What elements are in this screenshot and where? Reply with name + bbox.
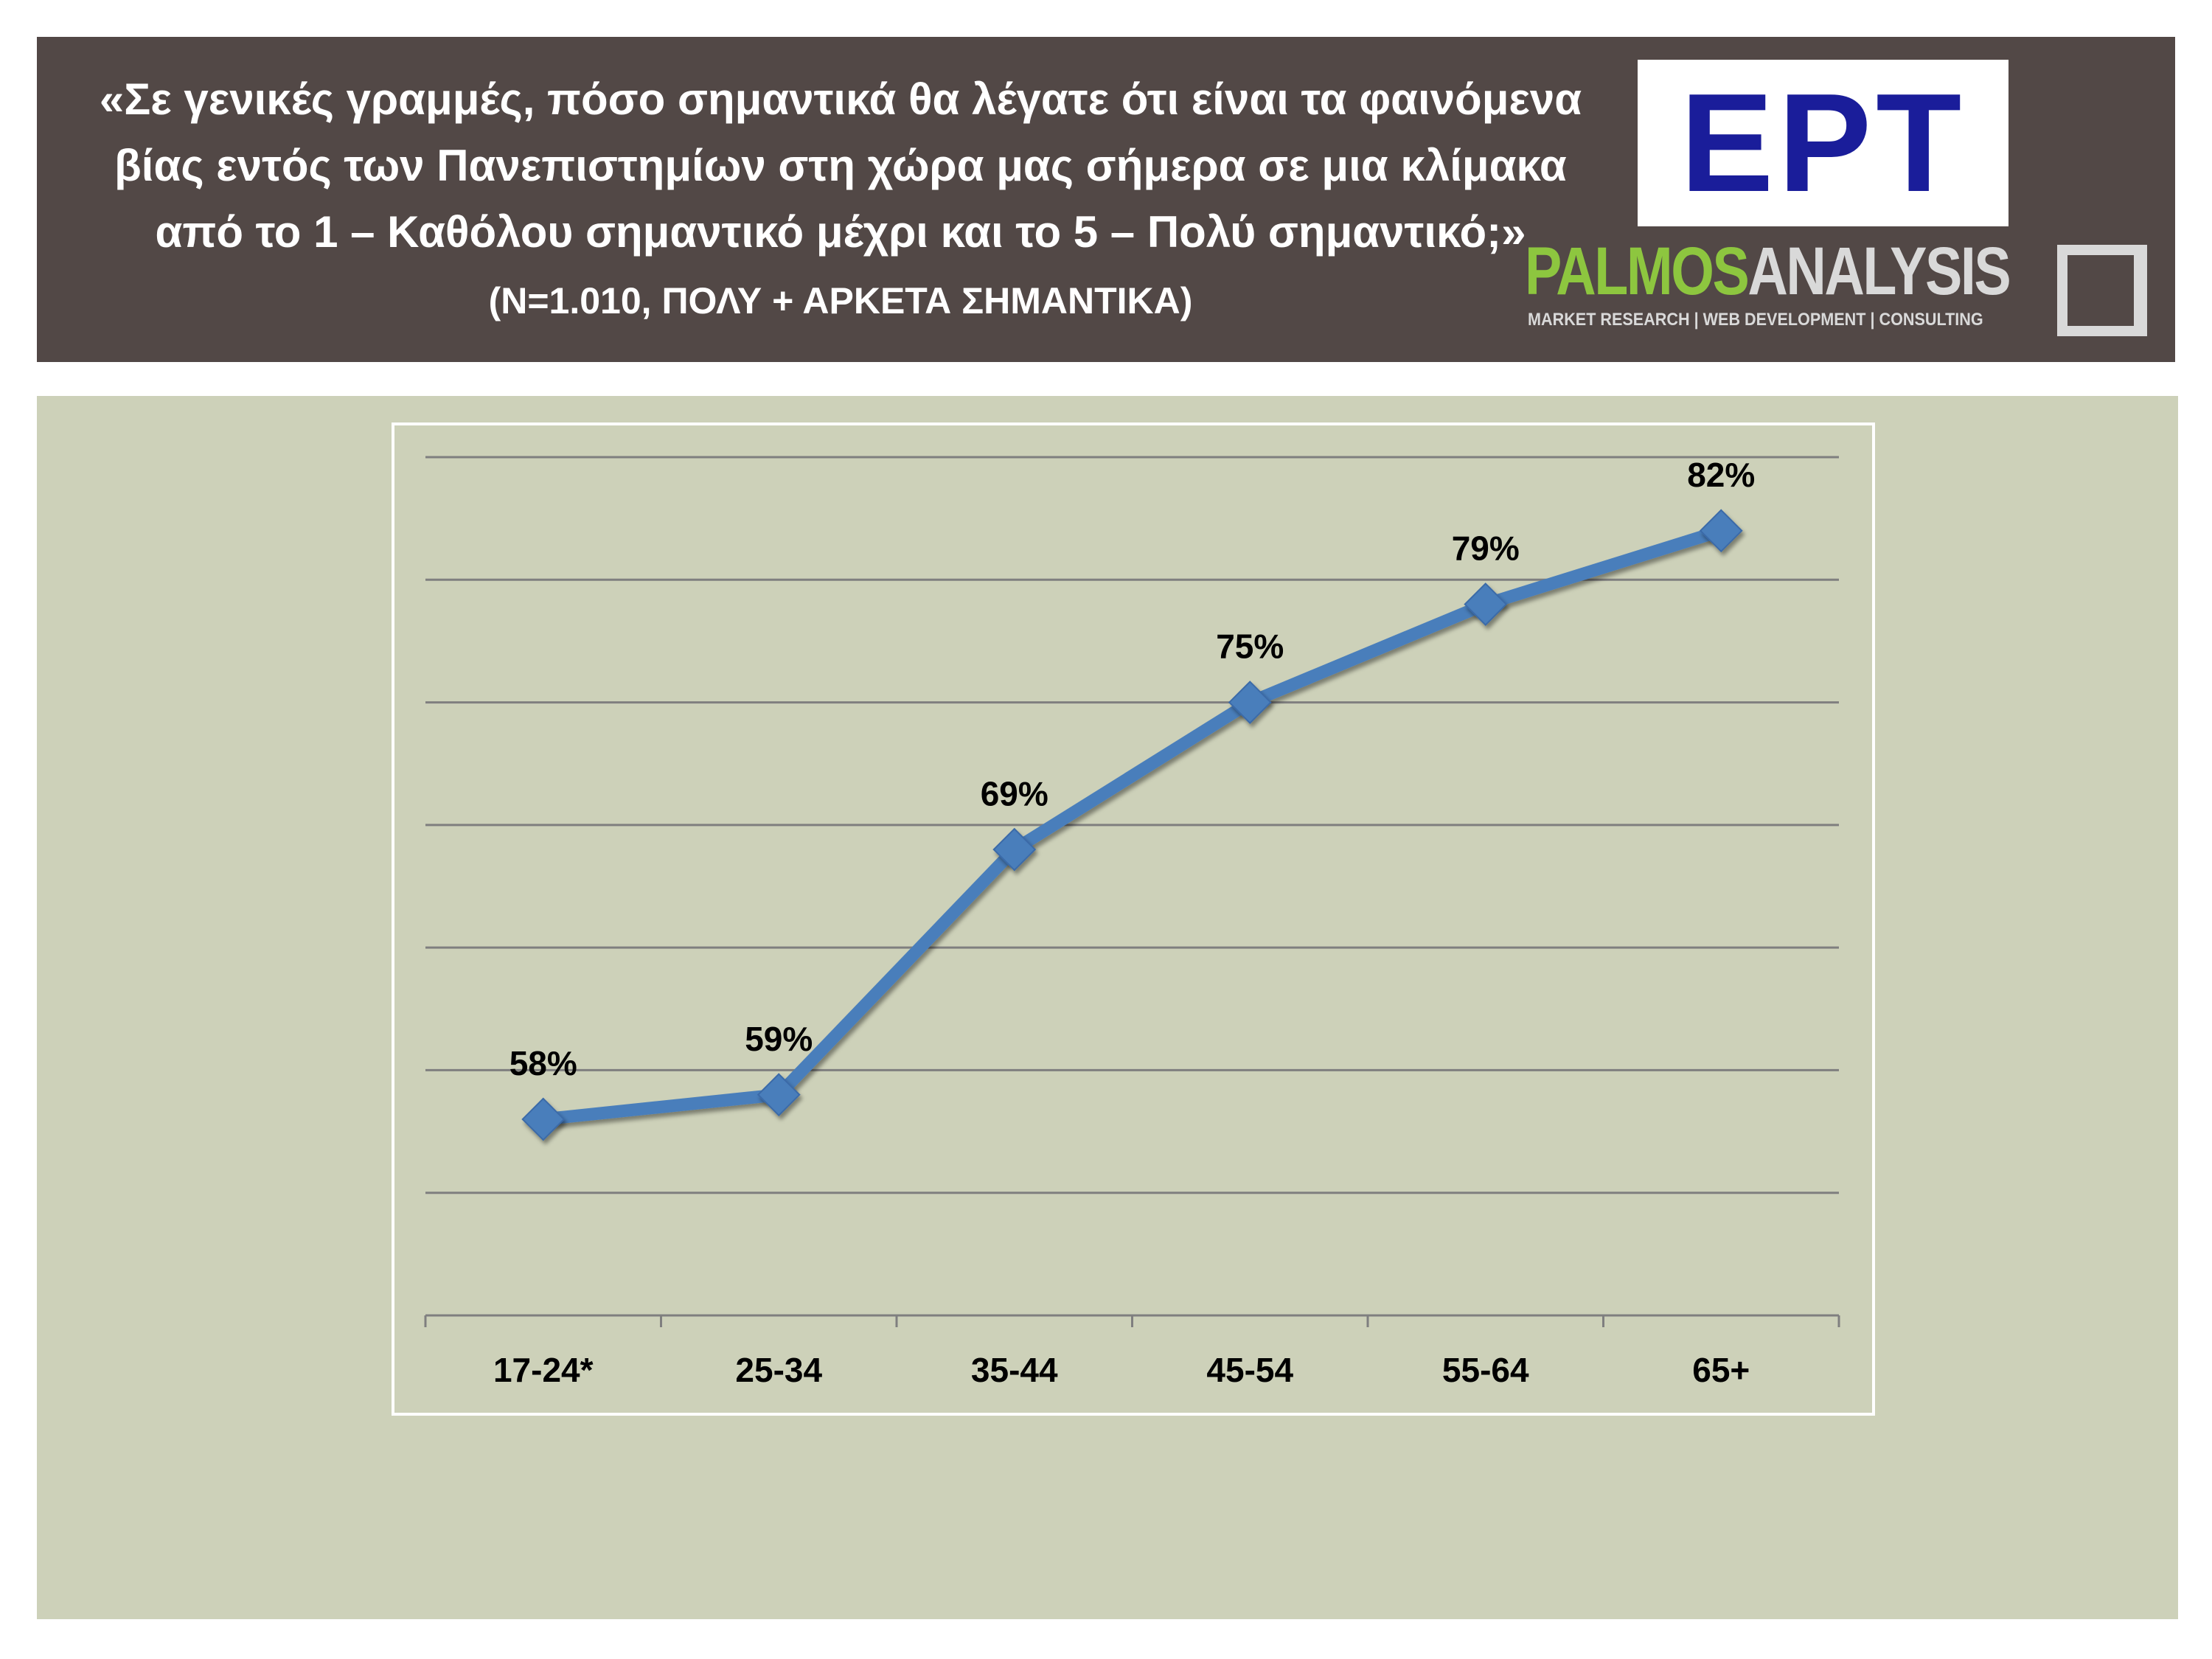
ert-logo: ΕΡΤ	[1638, 60, 2008, 226]
value-label: 82%	[1687, 456, 1755, 494]
plot-frame	[392, 422, 1875, 1416]
marker	[992, 827, 1037, 872]
value-label: 75%	[1216, 627, 1284, 666]
title: «Σε γενικές γραμμές, πόσο σημαντικά θα λ…	[99, 74, 1582, 257]
x-tick-label: 55-64	[1442, 1351, 1529, 1389]
palmos-logo: PALMOSANALYSIS	[1525, 234, 2011, 309]
value-label: 58%	[509, 1044, 577, 1082]
x-tick-label: 25-34	[735, 1351, 822, 1389]
logo-icon	[2057, 245, 2147, 336]
logo-analysis: ANALYSIS	[1747, 234, 2011, 309]
logo-tagline: MARKET RESEARCH | WEB DEVELOPMENT | CONS…	[1528, 310, 1983, 330]
marker	[521, 1097, 566, 1141]
subtitle: (Ν=1.010, ΠΟΛΥ + ΑΡΚΕΤΑ ΣΗΜΑΝΤΙΚΑ)	[488, 280, 1193, 321]
logo-palmos: PALMOS	[1525, 234, 1750, 309]
x-tick-label: 35-44	[971, 1351, 1058, 1389]
x-tick-label: 65+	[1692, 1351, 1750, 1389]
value-label: 79%	[1452, 529, 1520, 568]
value-label: 69%	[981, 774, 1048, 813]
value-label: 59%	[745, 1020, 813, 1058]
series-line	[542, 524, 1723, 1126]
marker	[1699, 509, 1743, 553]
x-tick-label: 17-24*	[493, 1351, 594, 1389]
title-block: «Σε γενικές γραμμές, πόσο σημαντικά θα λ…	[81, 66, 1600, 334]
marker	[1228, 681, 1272, 724]
header: «Σε γενικές γραμμές, πόσο σημαντικά θα λ…	[37, 37, 2175, 362]
x-tick-label: 45-54	[1206, 1351, 1293, 1389]
marker	[757, 1073, 801, 1117]
marker	[1464, 582, 1508, 626]
